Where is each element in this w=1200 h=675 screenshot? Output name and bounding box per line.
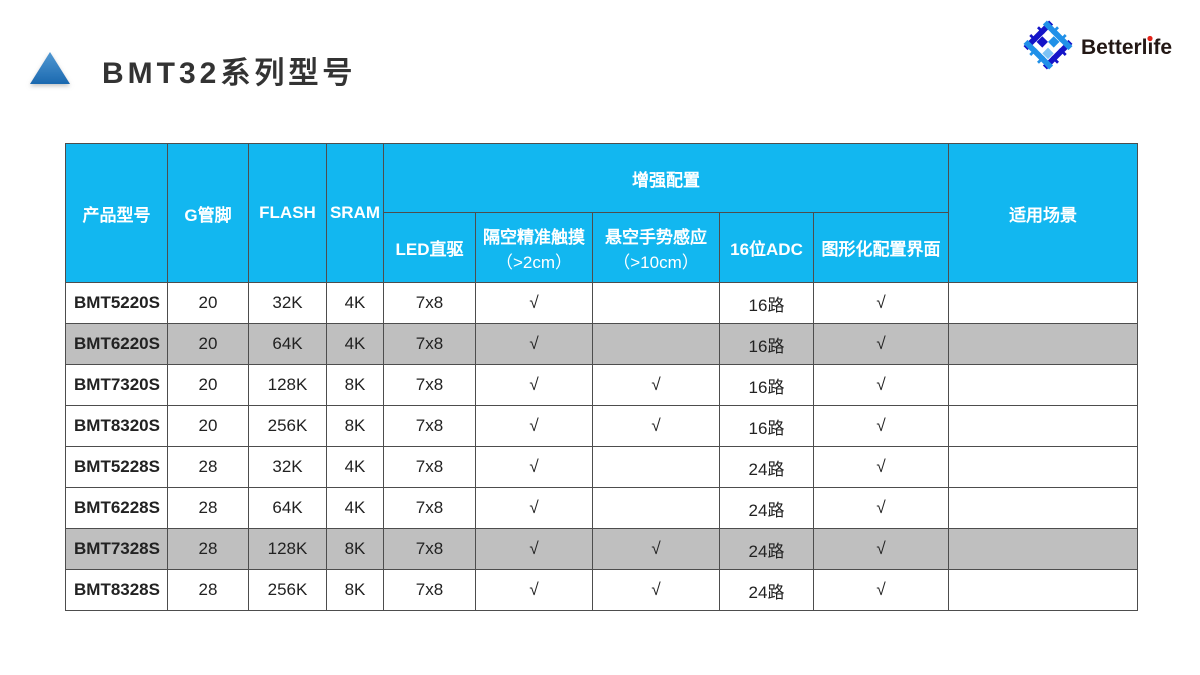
svg-text:Betterlife: Betterlife — [1081, 36, 1172, 59]
